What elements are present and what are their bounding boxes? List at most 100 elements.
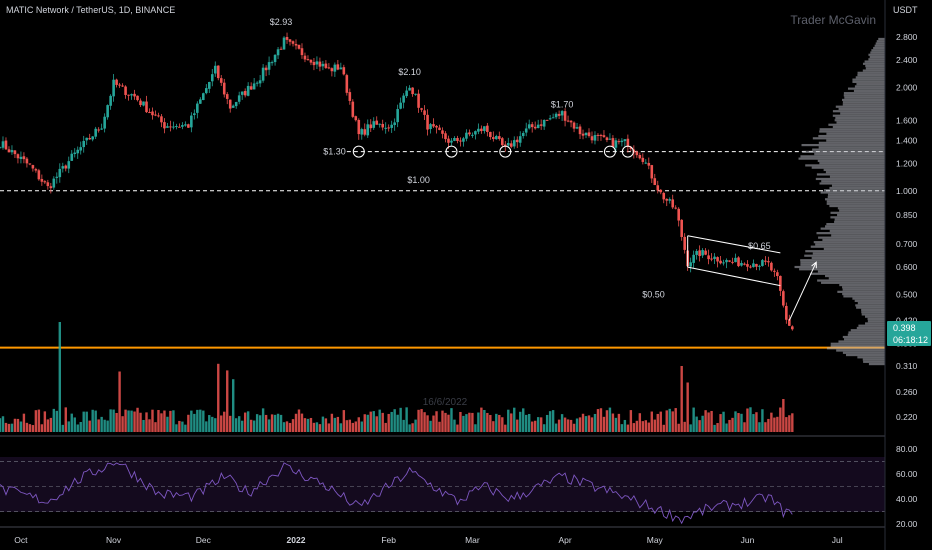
candle-body[interactable] (405, 90, 408, 97)
candle-body[interactable] (264, 67, 268, 71)
candle-body[interactable] (414, 93, 417, 95)
candle-body[interactable] (665, 198, 669, 201)
candle-body[interactable] (315, 61, 319, 65)
candle-body[interactable] (324, 63, 328, 68)
candle-body[interactable] (390, 124, 393, 128)
candle-body[interactable] (755, 263, 758, 267)
candle-body[interactable] (426, 114, 429, 130)
candle-body[interactable] (333, 64, 337, 72)
candle-body[interactable] (375, 120, 379, 125)
candle-body[interactable] (187, 124, 190, 128)
candle-body[interactable] (79, 147, 83, 151)
candle-body[interactable] (500, 138, 504, 146)
candle-body[interactable] (76, 149, 80, 154)
candle-body[interactable] (758, 265, 761, 267)
candle-body[interactable] (515, 139, 519, 143)
candle-body[interactable] (372, 121, 376, 128)
candle-body[interactable] (184, 124, 187, 126)
candle-body[interactable] (118, 84, 121, 86)
candle-body[interactable] (653, 178, 657, 186)
candle-body[interactable] (88, 137, 91, 140)
candle-body[interactable] (393, 122, 396, 126)
candle-body[interactable] (509, 143, 513, 147)
candle-body[interactable] (512, 140, 516, 147)
candle-body[interactable] (569, 120, 573, 123)
candle-body[interactable] (489, 131, 492, 138)
candle-body[interactable] (402, 95, 405, 103)
candle-body[interactable] (243, 91, 247, 96)
candle-body[interactable] (719, 260, 722, 264)
candle-body[interactable] (683, 236, 686, 250)
candle-body[interactable] (632, 149, 636, 153)
candle-body[interactable] (548, 118, 552, 120)
candle-body[interactable] (599, 134, 603, 136)
candle-body[interactable] (734, 257, 737, 263)
candle-body[interactable] (70, 153, 74, 161)
candle-body[interactable] (345, 75, 349, 93)
candle-body[interactable] (309, 59, 313, 63)
candle-body[interactable] (37, 170, 41, 180)
channel-upper-line[interactable] (687, 235, 781, 254)
candle-body[interactable] (453, 137, 456, 141)
candle-body[interactable] (584, 132, 588, 136)
candle-body[interactable] (4, 140, 8, 150)
candle-body[interactable] (674, 207, 678, 209)
candle-body[interactable] (199, 99, 202, 104)
candle-body[interactable] (527, 124, 531, 129)
candle-body[interactable] (417, 93, 420, 108)
candle-body[interactable] (0, 147, 2, 149)
candle-body[interactable] (623, 139, 627, 142)
candle-body[interactable] (563, 111, 567, 121)
candle-body[interactable] (133, 93, 136, 97)
candle-body[interactable] (318, 61, 322, 67)
candle-body[interactable] (285, 36, 289, 40)
candle-body[interactable] (506, 142, 510, 146)
candle-body[interactable] (357, 119, 361, 135)
candle-body[interactable] (166, 126, 169, 128)
candle-body[interactable] (13, 150, 17, 155)
candle-body[interactable] (190, 115, 193, 128)
candle-body[interactable] (495, 136, 498, 140)
candle-body[interactable] (151, 111, 154, 116)
candle-body[interactable] (148, 112, 151, 114)
candle-body[interactable] (566, 120, 570, 122)
candle-body[interactable] (82, 140, 86, 148)
candle-body[interactable] (255, 82, 259, 84)
candle-body[interactable] (127, 94, 130, 96)
candle-body[interactable] (300, 48, 304, 56)
candle-body[interactable] (749, 266, 752, 268)
candle-body[interactable] (91, 136, 94, 140)
candle-body[interactable] (61, 166, 65, 169)
candle-body[interactable] (360, 129, 364, 135)
candle-body[interactable] (602, 135, 606, 137)
candle-body[interactable] (297, 44, 301, 49)
candle-body[interactable] (85, 137, 89, 141)
candle-body[interactable] (737, 257, 740, 267)
candle-body[interactable] (770, 262, 773, 271)
candle-body[interactable] (471, 134, 474, 136)
candle-body[interactable] (638, 155, 642, 159)
candle-body[interactable] (282, 37, 286, 50)
candle-body[interactable] (680, 219, 683, 237)
candle-body[interactable] (106, 105, 109, 118)
candle-body[interactable] (450, 140, 453, 143)
candle-body[interactable] (1, 141, 5, 148)
candle-body[interactable] (330, 68, 334, 72)
candle-body[interactable] (378, 123, 382, 125)
candle-body[interactable] (788, 319, 791, 326)
candle-body[interactable] (542, 120, 546, 127)
candle-body[interactable] (710, 258, 713, 260)
candle-body[interactable] (222, 82, 226, 95)
candle-body[interactable] (16, 154, 20, 159)
candle-body[interactable] (620, 140, 624, 143)
candle-body[interactable] (716, 257, 719, 262)
candle-body[interactable] (480, 128, 483, 132)
candle-body[interactable] (773, 270, 776, 272)
candle-body[interactable] (539, 124, 543, 126)
candle-body[interactable] (477, 128, 480, 132)
candle-body[interactable] (276, 49, 280, 56)
candle-body[interactable] (336, 64, 340, 70)
candle-body[interactable] (279, 48, 283, 50)
candle-body[interactable] (40, 178, 44, 182)
